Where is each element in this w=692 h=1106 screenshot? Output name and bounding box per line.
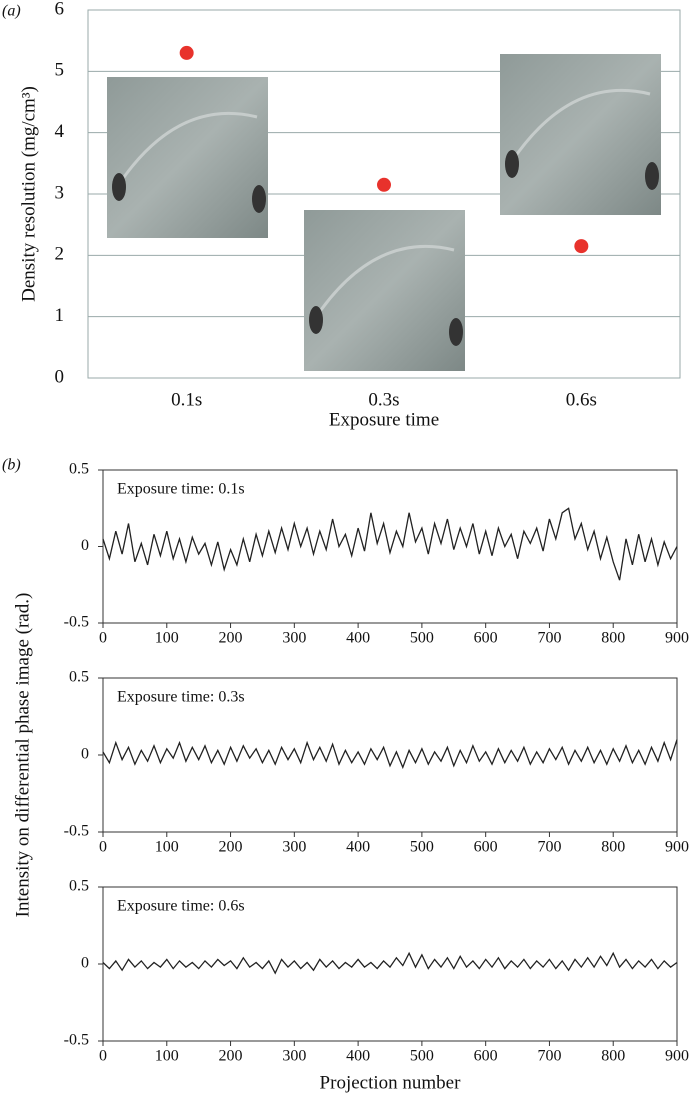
x-tick-label: 700 bbox=[537, 839, 561, 856]
y-tick-label: 0 bbox=[81, 955, 89, 972]
y-tick-label: 0.5 bbox=[69, 878, 89, 895]
ct-image-feature bbox=[252, 185, 266, 213]
x-tick-label: 500 bbox=[410, 839, 434, 856]
annotation: Exposure time: 0.3s bbox=[117, 689, 245, 706]
y-tick-label: 1 bbox=[55, 305, 65, 326]
point bbox=[574, 239, 589, 254]
x-tick-label: 600 bbox=[474, 1048, 498, 1065]
x-tick-label: 300 bbox=[282, 1048, 306, 1065]
x-tick-label: 100 bbox=[155, 630, 179, 647]
x-tick-label: 0 bbox=[99, 630, 107, 647]
ct-image bbox=[304, 210, 465, 371]
ct-image-feature bbox=[508, 88, 651, 165]
plot-frame bbox=[87, 9, 681, 379]
ct-image-feature bbox=[112, 173, 126, 201]
point bbox=[179, 45, 194, 60]
x-tick-label: 200 bbox=[219, 839, 243, 856]
y-axis-label: Intensity on differential phase image (r… bbox=[12, 593, 33, 918]
y-tick-label: 0 bbox=[55, 366, 65, 387]
x-tick-label: 900 bbox=[665, 630, 689, 647]
x-tick-label: 0.6s bbox=[566, 389, 597, 410]
x-tick-label: 0.1s bbox=[171, 389, 202, 410]
y-tick-label: 0 bbox=[81, 537, 89, 554]
ct-image-feature bbox=[312, 244, 455, 321]
x-tick-label: 700 bbox=[537, 630, 561, 647]
ct-image-feature bbox=[645, 162, 659, 190]
y-tick-label: -0.5 bbox=[64, 614, 89, 631]
line bbox=[102, 951, 678, 975]
x-tick-label: 800 bbox=[601, 630, 625, 647]
x-tick-label: 500 bbox=[410, 630, 434, 647]
x-tick-label: 300 bbox=[282, 839, 306, 856]
ct-image-feature bbox=[115, 111, 258, 188]
x-tick-label: 900 bbox=[665, 839, 689, 856]
y-tick-label: 0.5 bbox=[69, 669, 89, 686]
y-tick-label: 0.5 bbox=[69, 461, 89, 478]
point bbox=[377, 177, 391, 192]
ct-image-feature bbox=[505, 150, 519, 178]
x-tick-label: 100 bbox=[155, 1048, 179, 1065]
ct-image-feature bbox=[449, 318, 463, 346]
panel-label: (a) bbox=[2, 3, 21, 20]
x-axis-label: Exposure time bbox=[329, 409, 439, 430]
y-tick-label: 6 bbox=[55, 0, 65, 19]
x-tick-label: 700 bbox=[537, 1048, 561, 1065]
x-tick-label: 0 bbox=[99, 1048, 107, 1065]
x-tick-label: 300 bbox=[282, 630, 306, 647]
x-tick-label: 400 bbox=[346, 630, 370, 647]
x-axis-label: Projection number bbox=[320, 1072, 462, 1093]
ct-image bbox=[500, 54, 661, 215]
ct-image bbox=[107, 77, 268, 238]
x-tick-label: 600 bbox=[474, 839, 498, 856]
y-tick-label: 0 bbox=[81, 746, 89, 763]
y-tick-label: -0.5 bbox=[64, 1032, 89, 1049]
x-tick-label: 800 bbox=[601, 1048, 625, 1065]
x-tick-label: 400 bbox=[346, 839, 370, 856]
annotation: Exposure time: 0.1s bbox=[117, 481, 245, 498]
x-tick-label: 200 bbox=[219, 1048, 243, 1065]
x-tick-label: 900 bbox=[665, 1048, 689, 1065]
y-tick-label: 3 bbox=[55, 182, 65, 203]
y-tick-label: 2 bbox=[55, 244, 65, 265]
x-tick-label: 600 bbox=[474, 630, 498, 647]
panel-label: (b) bbox=[2, 457, 21, 474]
line bbox=[102, 507, 678, 581]
x-tick-label: 800 bbox=[601, 839, 625, 856]
x-tick-label: 0.3s bbox=[368, 389, 399, 410]
y-tick-label: -0.5 bbox=[64, 823, 89, 840]
x-tick-label: 0 bbox=[99, 839, 107, 856]
y-axis-label: Density resolution (mg/cm³) bbox=[18, 86, 39, 302]
x-tick-label: 100 bbox=[155, 839, 179, 856]
y-tick-label: 5 bbox=[55, 60, 65, 81]
x-tick-label: 200 bbox=[219, 630, 243, 647]
line bbox=[102, 739, 678, 770]
x-tick-label: 500 bbox=[410, 1048, 434, 1065]
annotation: Exposure time: 0.6s bbox=[117, 898, 245, 915]
ct-image-feature bbox=[309, 306, 323, 334]
x-tick-label: 400 bbox=[346, 1048, 370, 1065]
y-tick-label: 4 bbox=[55, 121, 65, 142]
